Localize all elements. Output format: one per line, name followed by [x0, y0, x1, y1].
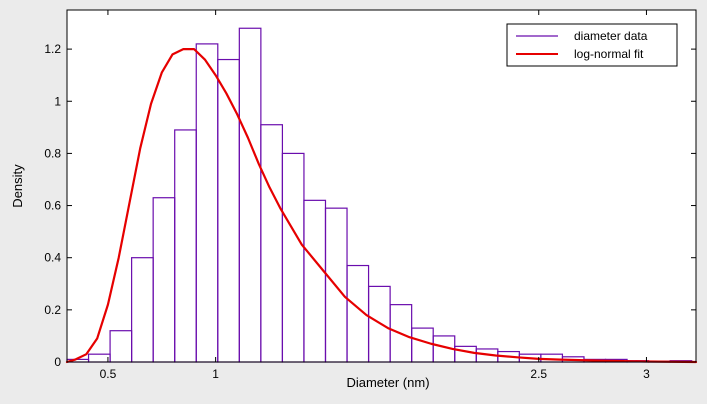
x-tick-label: 1	[212, 367, 219, 381]
y-tick-label: 0.2	[44, 303, 61, 317]
x-tick-label: 0.5	[100, 367, 117, 381]
y-tick-label: 1.2	[44, 42, 61, 56]
x-axis-ticks: 0.5 1 2.5 3	[100, 10, 650, 381]
fit-curve-layer	[65, 48, 698, 364]
y-tick-label: 0.4	[44, 251, 61, 265]
x-tick-label: 3	[643, 367, 650, 381]
legend-label-log-normal-fit: log-normal fit	[574, 47, 644, 61]
legend: diameter data log-normal fit	[506, 23, 678, 67]
y-axis-ticks: 0 0.2 0.4 0.6 0.8 1 1.2	[44, 42, 696, 369]
y-tick-label: 0.8	[44, 146, 61, 160]
axes-frame	[66, 9, 697, 363]
y-axis-label: Density	[10, 164, 25, 208]
y-tick-label: 0.6	[44, 199, 61, 213]
x-axis-label: Diameter (nm)	[346, 375, 429, 390]
x-tick-label: 2.5	[530, 367, 547, 381]
legend-box	[506, 23, 678, 67]
log-normal-fit-line	[65, 48, 698, 364]
y-tick-label: 0	[54, 355, 61, 369]
plot-area	[67, 10, 696, 362]
y-tick-label: 1	[54, 94, 61, 108]
legend-label-diameter-data: diameter data	[574, 29, 648, 43]
